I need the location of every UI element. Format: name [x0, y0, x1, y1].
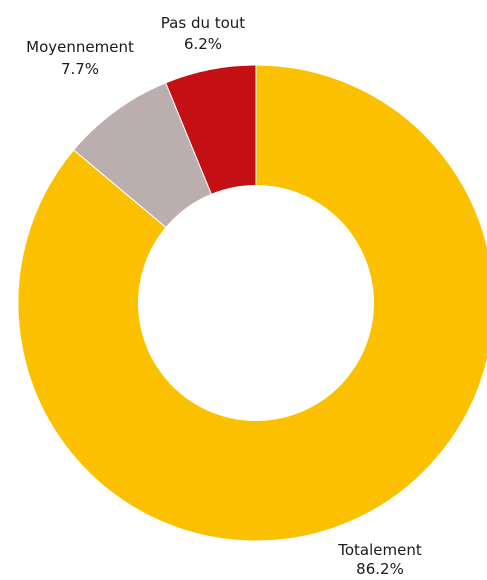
slice-label-value: 7.7%	[61, 60, 99, 78]
slice-label-name: Pas du tout	[161, 14, 246, 32]
slice-label-name: Moyennement	[26, 38, 134, 56]
slice-label-name: Totalement	[337, 541, 422, 559]
slice-label-value: 86.2%	[356, 560, 404, 578]
slice-label-value: 6.2%	[184, 35, 222, 53]
donut-hole	[138, 185, 374, 421]
